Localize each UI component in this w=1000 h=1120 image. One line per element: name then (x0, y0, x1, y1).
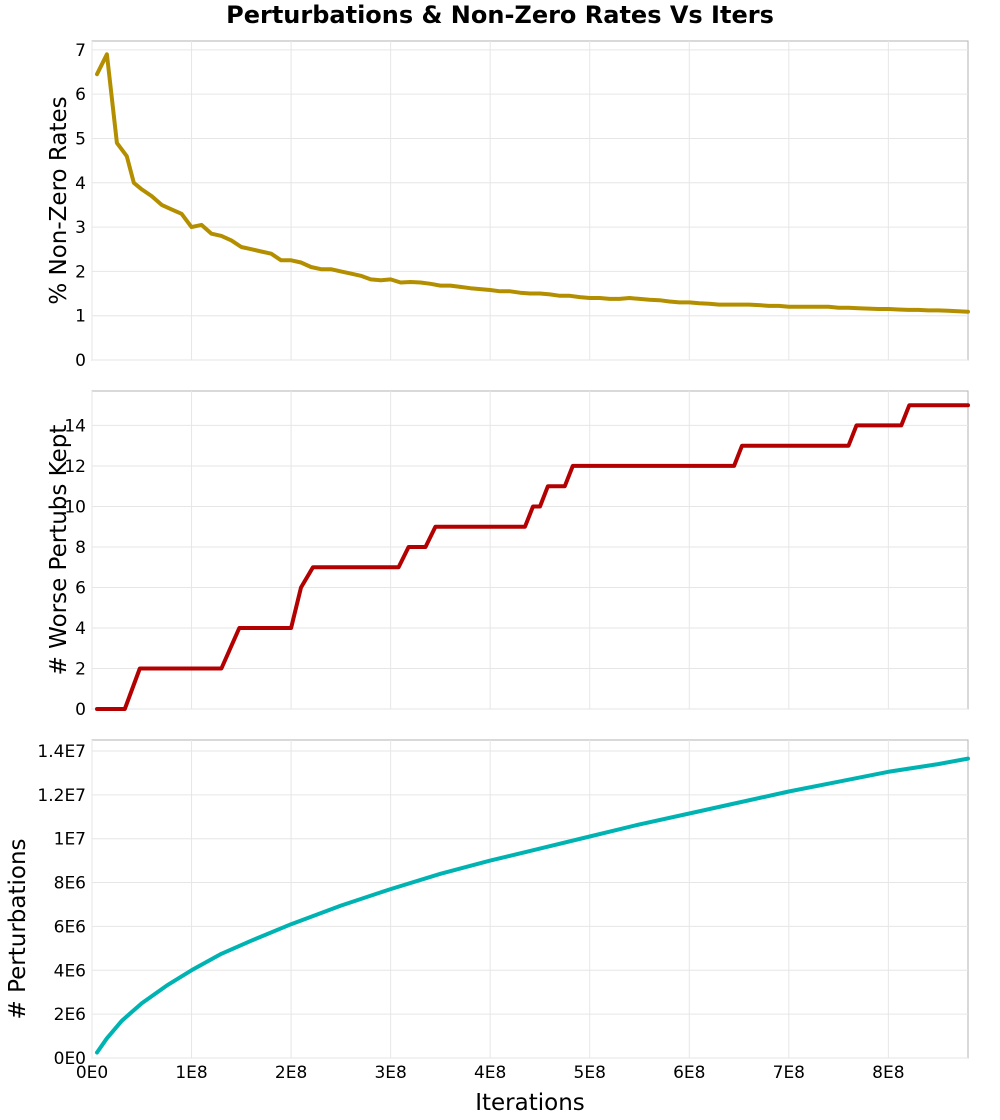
y-tick-label: 2E6 (54, 1005, 86, 1025)
series-line (95, 52, 970, 314)
y-tick-label: 3 (75, 218, 86, 238)
x-tick-label: 0E0 (76, 1063, 108, 1083)
y-tick-label: 0 (75, 700, 86, 720)
plot-area (91, 739, 969, 1059)
y-tick-label: 10 (64, 497, 86, 517)
y-tick-label: 0E0 (54, 1049, 86, 1069)
y-tick-label: 6 (75, 85, 86, 105)
x-tick-label: 6E8 (673, 1063, 705, 1083)
y-tick-label: 1.4E7 (37, 742, 86, 762)
y-tick-label: 6E6 (54, 917, 86, 937)
y-tick-label: 6 (75, 578, 86, 598)
y-tick-label: 1E7 (54, 830, 86, 850)
y-tick-label: 2 (75, 262, 86, 282)
y-tick-label: 8 (75, 538, 86, 558)
x-tick-label: 1E8 (175, 1063, 207, 1083)
figure-title: Perturbations & Non-Zero Rates Vs Iters (226, 1, 774, 29)
x-tick-label: 4E8 (474, 1063, 506, 1083)
chart-panel-1: 0 1 2 3 4 5 6 7 % Non-Zero Rates (46, 40, 970, 371)
y-tick-label: 1 (75, 307, 86, 327)
y-tick-label: 12 (64, 457, 86, 477)
y-tick-label: 0 (75, 351, 86, 371)
series-line (95, 756, 970, 1055)
y-tick-label: 8E6 (54, 874, 86, 894)
x-tick-label: 8E8 (872, 1063, 904, 1083)
x-tick-label: 5E8 (574, 1063, 606, 1083)
x-tick-label: 7E8 (773, 1063, 805, 1083)
y-axis-label: % Non-Zero Rates (46, 96, 72, 304)
y-tick-label: 4E6 (54, 961, 86, 981)
y-tick-label: 1.2E7 (37, 786, 86, 806)
x-tick-label: 2E8 (275, 1063, 307, 1083)
y-tick-label: 2 (75, 659, 86, 679)
y-tick-label: 4 (75, 174, 86, 194)
y-tick-label: 4 (75, 619, 86, 639)
plot-area (91, 40, 969, 361)
chart-panel-3: 0E0 2E6 4E6 6E6 8E6 1E7 1.2E7 1.4E7 0E0 1E8 2E8 3E8… (5, 739, 970, 1083)
y-tick-label: 14 (64, 416, 86, 436)
x-tick-label: 3E8 (374, 1063, 406, 1083)
y-tick-label: 7 (75, 41, 86, 61)
y-tick-label: 5 (75, 129, 86, 149)
y-axis-label: # Worse Pertubs Kept (46, 425, 72, 676)
x-axis-label: Iterations (475, 1090, 585, 1116)
chart-panel-2: 0 2 4 6 8 10 12 14# Worse Pertubs Kept (46, 390, 970, 720)
series-line (95, 403, 970, 711)
y-axis-label: # Perturbations (5, 838, 31, 1019)
